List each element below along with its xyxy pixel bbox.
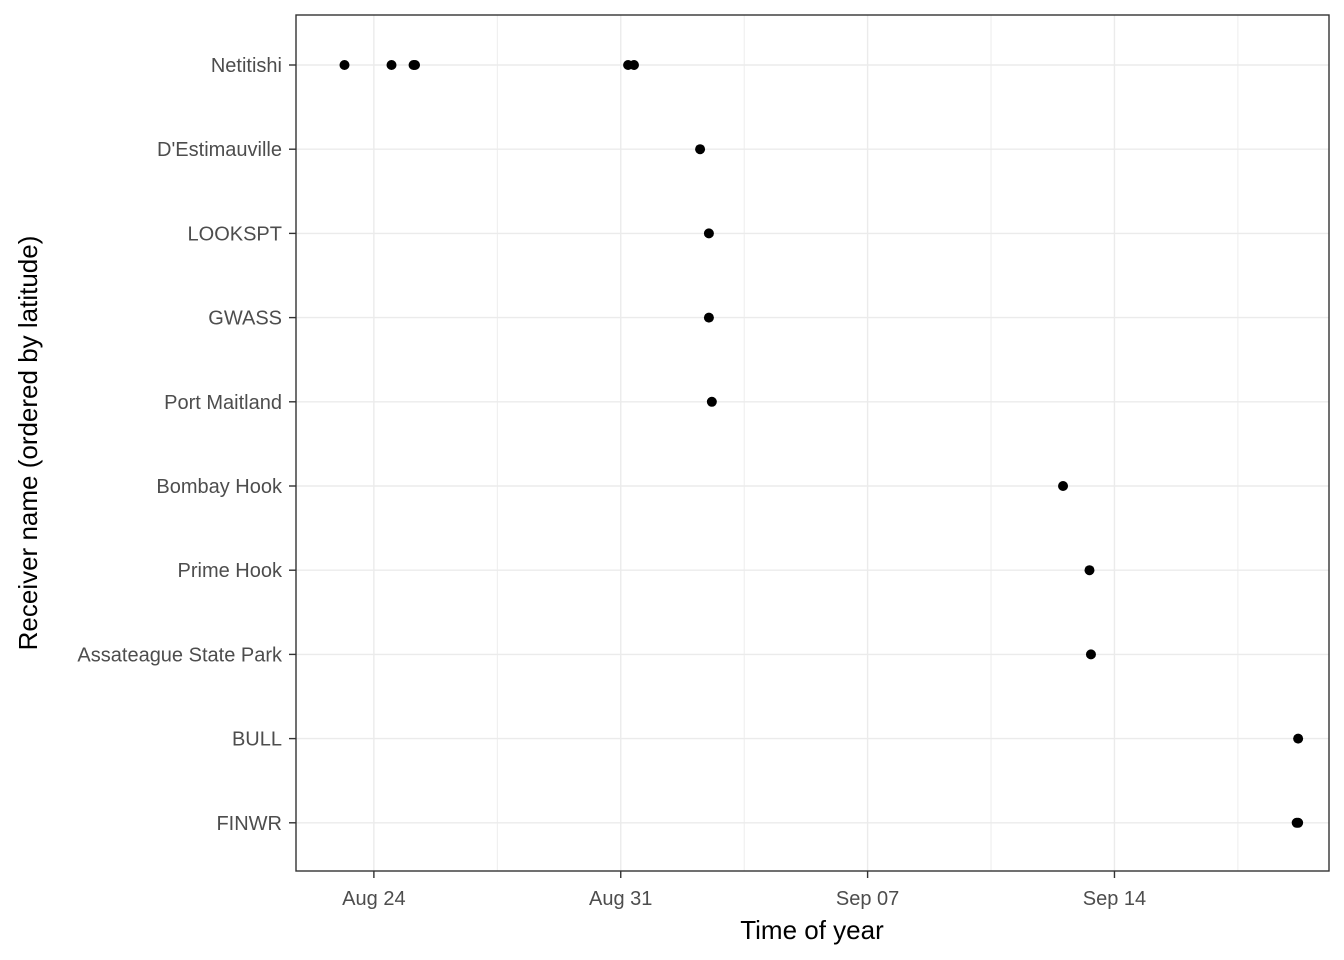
detection-point bbox=[1058, 481, 1069, 491]
panel-border bbox=[295, 14, 1330, 872]
x-tick-label: Sep 07 bbox=[836, 888, 899, 910]
y-tick-label: Assateague State Park bbox=[77, 644, 283, 666]
y-axis: Netitishi D'Estimauville LOOKSPT GWASS Port … bbox=[77, 55, 296, 835]
y-tick-label: Netitishi bbox=[211, 55, 282, 77]
x-tick-label: Aug 24 bbox=[342, 888, 405, 910]
x-tick-label: Sep 14 bbox=[1083, 888, 1146, 910]
y-tick-label: GWASS bbox=[208, 308, 282, 330]
detection-point bbox=[1293, 817, 1304, 828]
major-gridlines bbox=[296, 15, 1329, 871]
y-tick-label: BULL bbox=[232, 729, 282, 751]
detection-point bbox=[1085, 649, 1096, 660]
y-tick-label: Port Maitland bbox=[164, 392, 282, 414]
y-tick-label: D'Estimauville bbox=[157, 139, 282, 161]
detection-point bbox=[339, 60, 350, 70]
detection-point bbox=[706, 396, 717, 407]
y-tick-label: Prime Hook bbox=[178, 560, 283, 582]
detection-point bbox=[386, 60, 397, 70]
y-tick-label: LOOKSPT bbox=[188, 223, 282, 245]
detection-point bbox=[1084, 565, 1095, 576]
detection-point bbox=[703, 312, 714, 323]
detection-point bbox=[695, 144, 706, 155]
detection-point bbox=[703, 228, 714, 239]
detection-point bbox=[1293, 733, 1304, 744]
minor-gridlines bbox=[496, 15, 1239, 871]
data-points bbox=[339, 60, 1304, 828]
y-tick-label: FINWR bbox=[216, 813, 282, 835]
x-axis-title: Time of year bbox=[740, 915, 884, 945]
y-tick-label: Bombay Hook bbox=[156, 476, 283, 498]
y-axis-title: Receiver name (ordered by latitude) bbox=[13, 236, 43, 651]
detection-point bbox=[628, 60, 639, 70]
x-tick-label: Aug 31 bbox=[589, 888, 652, 910]
x-axis: Aug 24 Aug 31 Sep 07 Sep 14 bbox=[342, 871, 1146, 910]
detection-point bbox=[410, 60, 421, 70]
